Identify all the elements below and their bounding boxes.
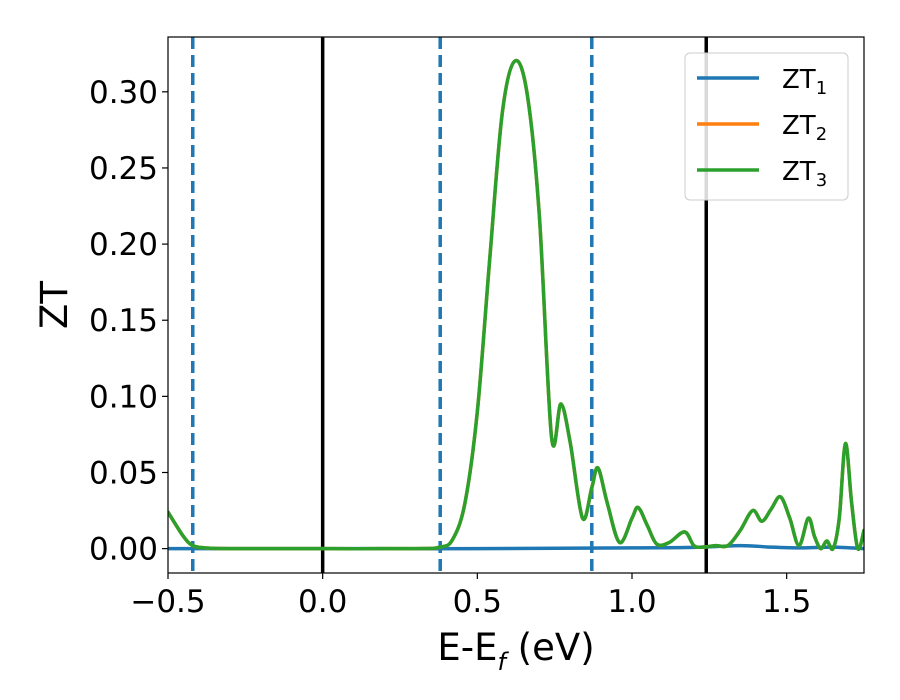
y-axis-ticks: 0.00 0.05 0.10 0.15 0.20 0.25 0.30: [89, 75, 168, 568]
plot-frame: [167, 36, 865, 574]
legend-label-zt3: ZT3: [782, 157, 827, 191]
x-axis-title-unit: (eV): [506, 626, 595, 669]
x-tick-label: 0.0: [298, 584, 347, 620]
x-axis-title: E-Ef (eV): [437, 626, 594, 676]
legend-label-zt3-sub: 3: [816, 170, 827, 191]
legend-frame: [684, 52, 849, 201]
x-tick-label: 0.5: [453, 584, 502, 620]
y-tick-label: 0.30: [89, 75, 158, 111]
x-tick-label: 1.5: [762, 584, 811, 620]
y-axis-title: ZT: [33, 281, 76, 329]
series-lines: [168, 58, 864, 552]
y-tick-label: 0.20: [89, 227, 158, 263]
legend-label-zt2-main: ZT: [782, 111, 816, 141]
legend-label-zt1-sub: 1: [816, 78, 827, 99]
legend-label-zt2: ZT2: [782, 111, 827, 145]
x-tick-label: 1.0: [607, 584, 656, 620]
legend-label-zt1: ZT1: [782, 65, 827, 99]
y-tick-label: 0.00: [89, 532, 158, 568]
reference-lines: [190, 37, 708, 573]
x-axis-ticks: −0.5 0.0 0.5 1.0 1.5: [130, 573, 811, 620]
x-tick-label: −0.5: [130, 584, 205, 620]
y-tick-label: 0.05: [89, 456, 158, 492]
series-line-zt3: [168, 58, 864, 552]
legend: ZT1 ZT2 ZT3: [684, 52, 849, 201]
y-tick-label: 0.15: [89, 303, 158, 339]
y-tick-label: 0.25: [89, 151, 158, 187]
legend-label-zt3-main: ZT: [782, 157, 816, 187]
x-axis-title-main: E-E: [437, 626, 497, 669]
y-tick-label: 0.10: [89, 379, 158, 415]
legend-label-zt1-main: ZT: [782, 65, 816, 95]
legend-label-zt2-sub: 2: [816, 124, 827, 145]
